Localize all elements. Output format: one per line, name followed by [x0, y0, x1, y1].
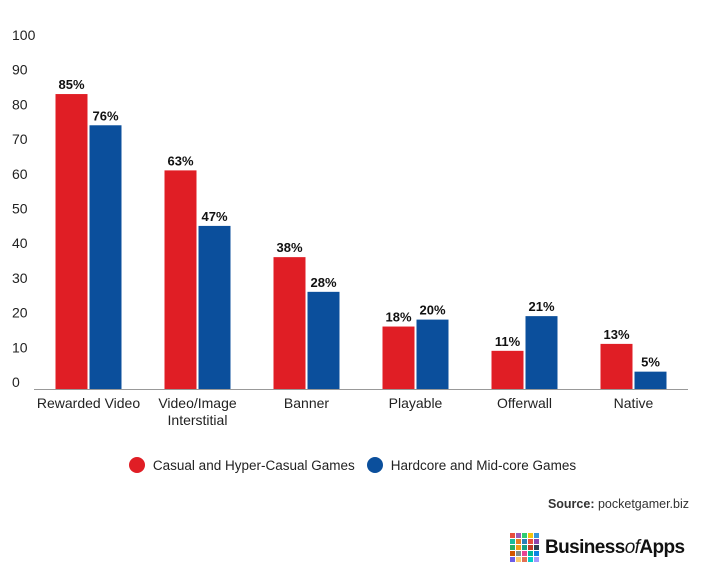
- logo-grid-cell: [510, 545, 515, 550]
- logo-grid-cell: [510, 539, 515, 544]
- source-value: pocketgamer.biz: [597, 497, 689, 511]
- logo-grid-cell: [522, 539, 527, 544]
- bar-hardcore: [198, 225, 231, 389]
- legend-label-casual: Casual and Hyper-Casual Games: [152, 457, 355, 473]
- x-category-label: Banner: [284, 395, 329, 411]
- y-tick-label: 90: [12, 62, 28, 78]
- logo-grid-cell: [510, 557, 515, 562]
- data-label: 63%: [167, 153, 193, 168]
- x-category-label: Video/Image: [158, 395, 237, 411]
- bar-casual: [55, 94, 88, 390]
- bar-casual: [382, 326, 415, 389]
- data-label: 47%: [201, 209, 227, 224]
- source-note: Source: pocketgamer.biz: [548, 497, 689, 511]
- data-label: 11%: [495, 334, 521, 349]
- data-label: 5%: [641, 355, 660, 370]
- logo-grid-cell: [516, 545, 521, 550]
- logo-grid-cell: [534, 545, 539, 550]
- data-label: 28%: [310, 275, 336, 290]
- logo-grid-cell: [516, 533, 521, 538]
- logo-grid-cell: [510, 551, 515, 556]
- logo-grid-cell: [534, 557, 539, 562]
- y-tick-label: 40: [12, 235, 28, 251]
- legend-item-hardcore: Hardcore and Mid-core Games: [366, 457, 577, 473]
- logo-grid-cell: [528, 551, 533, 556]
- bar-hardcore: [634, 371, 667, 389]
- y-tick-label: 10: [12, 339, 28, 355]
- logo-grid-icon: [510, 533, 539, 562]
- x-category-label: Interstitial: [168, 412, 228, 428]
- businessofapps-logo: BusinessofApps: [510, 533, 685, 562]
- legend-item-casual: Casual and Hyper-Casual Games: [128, 457, 355, 473]
- logo-wordmark: BusinessofApps: [545, 536, 685, 558]
- logo-grid-cell: [522, 545, 527, 550]
- y-tick-label: 30: [12, 270, 28, 286]
- y-tick-label: 70: [12, 131, 28, 147]
- bar-chart: 0 10 20 30 40 50 60 70 80 90 100 85% 76% Rewarded Vid…: [12, 27, 688, 428]
- y-tick-label: 60: [12, 166, 28, 182]
- y-tick-label: 80: [12, 96, 28, 112]
- logo-grid-cell: [528, 545, 533, 550]
- logo-grid-cell: [522, 533, 527, 538]
- data-label: 18%: [385, 310, 411, 325]
- data-label: 76%: [92, 108, 118, 123]
- bar-hardcore: [416, 319, 449, 389]
- x-category-label: Playable: [389, 395, 443, 411]
- legend-swatch-casual: [128, 457, 145, 473]
- bar-hardcore: [525, 316, 558, 389]
- logo-grid-cell: [528, 539, 533, 544]
- bar-casual: [600, 343, 633, 389]
- y-tick-label: 20: [12, 305, 28, 321]
- y-tick-label: 0: [12, 374, 20, 390]
- logo-grid-cell: [522, 557, 527, 562]
- bar-casual: [273, 257, 306, 389]
- legend-label-hardcore: Hardcore and Mid-core Games: [390, 457, 577, 473]
- x-category-label: Native: [614, 395, 654, 411]
- y-tick-label: 100: [12, 27, 36, 43]
- legend: Casual and Hyper-Casual Games Hardcore a…: [0, 457, 705, 473]
- bar-casual: [164, 170, 197, 389]
- logo-grid-cell: [534, 539, 539, 544]
- data-label: 20%: [419, 303, 445, 318]
- logo-grid-cell: [510, 533, 515, 538]
- x-category-label: Rewarded Video: [37, 395, 140, 411]
- bar-hardcore: [307, 291, 340, 389]
- logo-grid-cell: [516, 557, 521, 562]
- source-label: Source:: [547, 497, 595, 511]
- logo-grid-cell: [516, 551, 521, 556]
- data-label: 85%: [58, 77, 84, 92]
- legend-swatch-hardcore: [366, 457, 383, 473]
- logo-grid-cell: [528, 533, 533, 538]
- logo-grid-cell: [534, 533, 539, 538]
- bar-hardcore: [89, 125, 122, 389]
- data-label: 38%: [276, 240, 302, 255]
- x-category-label: Offerwall: [497, 395, 552, 411]
- data-label: 21%: [528, 299, 554, 314]
- logo-grid-cell: [516, 539, 521, 544]
- logo-grid-cell: [528, 557, 533, 562]
- logo-grid-cell: [522, 551, 527, 556]
- data-label: 13%: [603, 327, 629, 342]
- y-tick-label: 50: [12, 201, 28, 217]
- bar-casual: [491, 350, 524, 389]
- logo-grid-cell: [534, 551, 539, 556]
